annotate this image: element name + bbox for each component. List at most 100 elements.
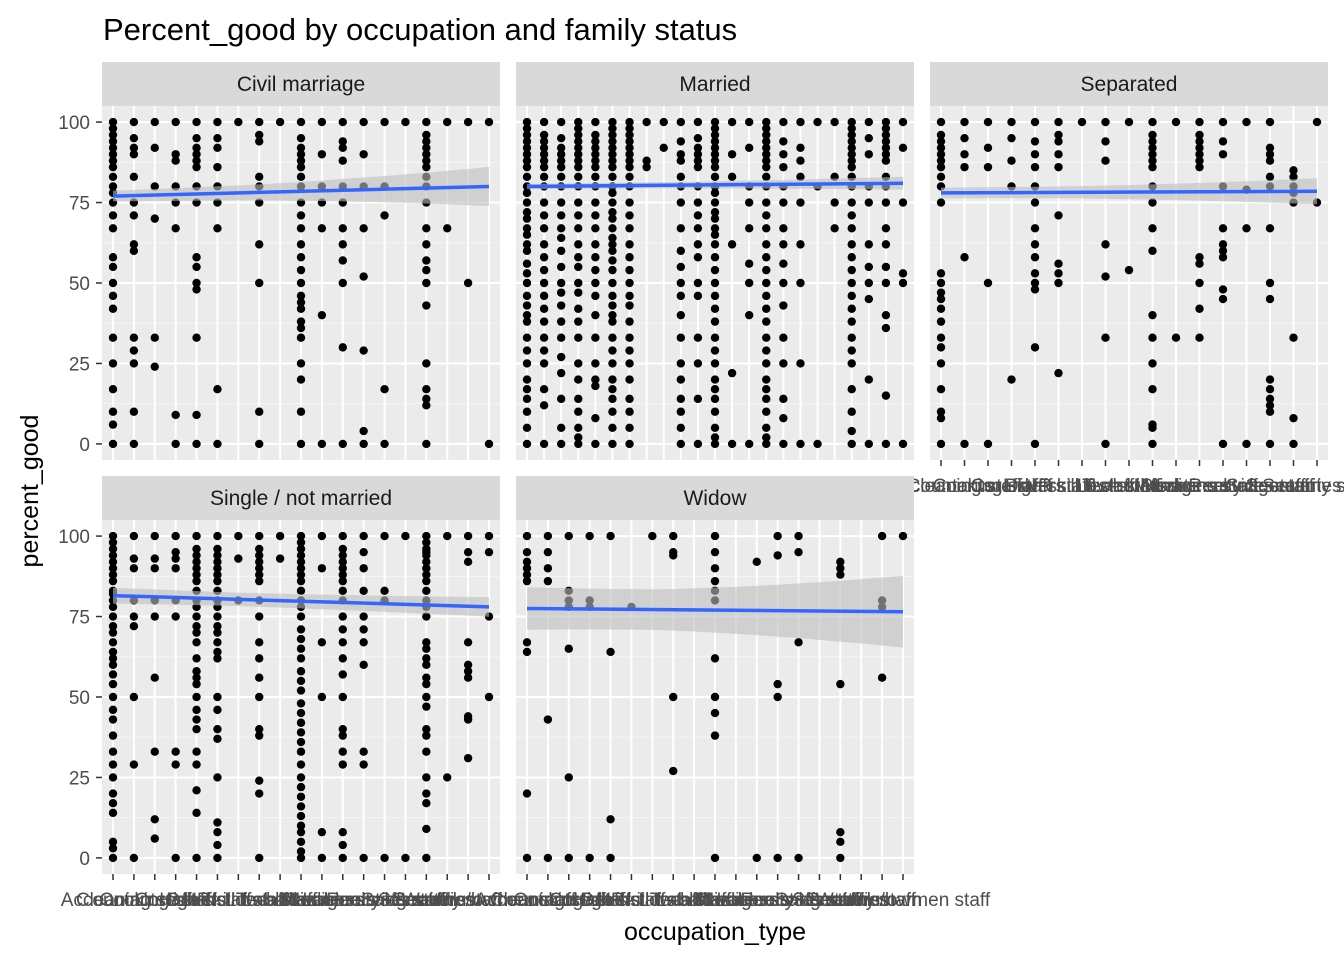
data-point [710,214,720,223]
data-point [564,773,573,782]
data-point [608,240,617,249]
data-point [574,359,583,368]
data-point [539,198,549,207]
data-point [556,133,566,143]
data-point [1218,246,1228,256]
data-point [213,162,222,172]
data-point [676,246,686,256]
data-point [108,760,118,769]
data-point [522,269,532,278]
data-point [255,731,264,740]
data-point [936,143,946,153]
data-point [108,647,118,657]
data-point [710,385,720,394]
data-point [676,117,686,127]
data-point [864,439,874,449]
data-point [762,317,771,326]
data-point [608,198,617,207]
data-point [1030,150,1040,159]
data-point [864,278,874,288]
data-point [192,853,201,863]
data-point [543,853,553,863]
x-tick-label: Laborers [1092,476,1167,497]
data-point [864,117,874,127]
data-point [591,130,600,140]
data-point [213,773,222,782]
data-point [422,278,431,288]
data-point [762,394,771,404]
data-point [1148,156,1157,165]
data-point [108,172,118,181]
data-point [1148,359,1157,368]
data-point [192,786,201,795]
data-point [1265,394,1275,404]
data-point [255,638,264,647]
data-point [296,686,306,695]
data-point [1195,253,1204,262]
data-point [171,547,180,557]
data-point [522,564,532,573]
data-point [422,612,431,621]
data-point [625,301,634,310]
x-tick-label: Private service staff [281,890,447,911]
data-point [1265,375,1275,384]
data-point [192,262,201,272]
data-point [317,638,327,647]
data-point [1218,294,1228,304]
data-point [1101,240,1110,249]
data-point [881,278,891,288]
data-point [192,612,201,621]
data-point [1195,150,1204,159]
y-axis-title: percent_good [16,415,44,568]
data-point [836,557,845,567]
data-point [213,557,222,567]
x-tick-label: HR staff [597,890,666,911]
y-tick-label: 0 [79,435,90,456]
data-point [539,162,549,172]
data-point [463,278,473,288]
data-point [338,576,347,586]
data-point [443,117,452,127]
data-point [1265,278,1275,288]
data-point [574,317,583,326]
data-point [762,130,771,140]
data-point [150,214,159,223]
data-point [338,343,347,352]
data-point [359,547,368,557]
data-point [1148,143,1157,153]
data-point [338,256,347,265]
data-point [1030,137,1040,146]
data-point [960,133,969,143]
x-axis-title: occupation_type [624,918,806,946]
data-point [1289,439,1298,449]
data-point [710,333,720,342]
data-point [1148,246,1157,256]
data-point [847,317,856,326]
data-point [1265,156,1275,165]
data-point [779,394,788,404]
data-point [108,670,118,679]
data-point [296,172,306,181]
x-tick-label: Realty agents [740,890,856,911]
data-point [898,269,908,278]
data-point [710,124,720,133]
x-tick-label: Realty agents [326,890,442,911]
data-point [693,162,703,172]
data-point [296,699,306,708]
data-point [296,625,306,634]
data-point [296,570,306,579]
data-point [192,747,201,756]
data-point [608,130,617,140]
data-point [296,531,306,541]
data-point [338,117,347,127]
data-point [522,124,532,133]
data-point [983,278,993,288]
data-point [422,570,431,579]
data-point [317,692,327,702]
data-point [625,423,634,433]
data-point [422,673,431,682]
x-tick-label: Unknown [429,890,508,911]
data-point [1195,304,1204,313]
data-point [422,654,431,663]
data-point [255,278,264,288]
